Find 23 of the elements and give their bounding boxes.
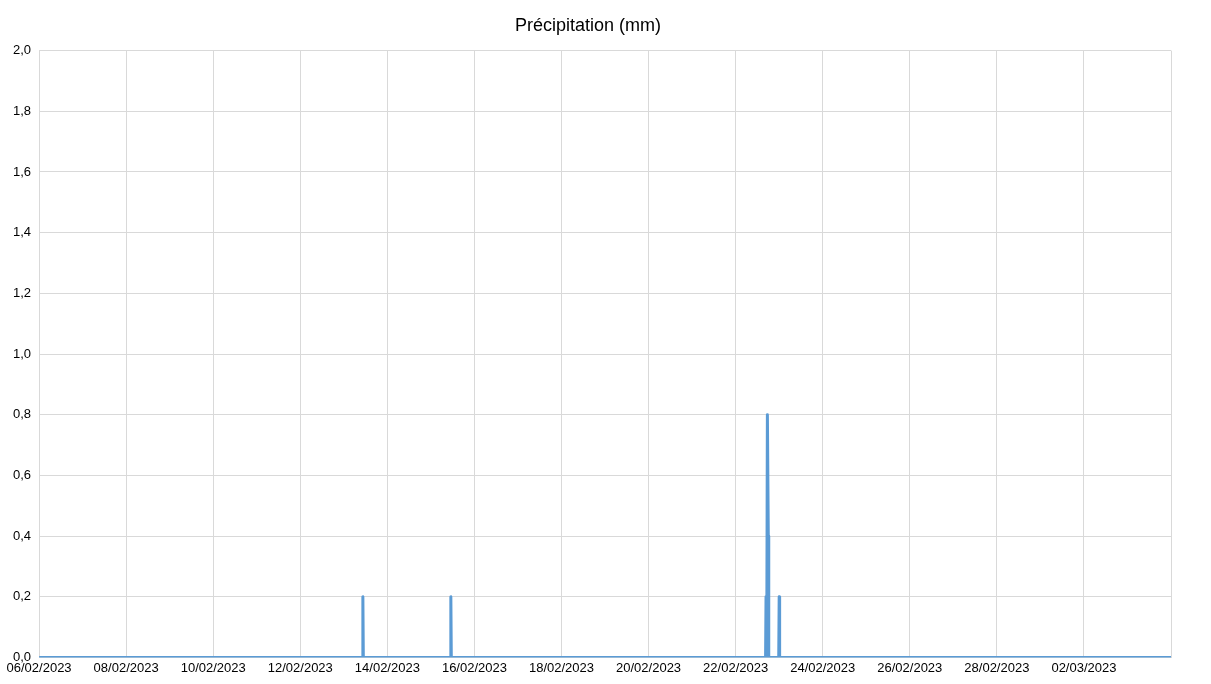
x-tick-label: 22/02/2023 [703, 659, 769, 675]
x-tick-label: 02/03/2023 [1051, 659, 1117, 675]
y-tick-label: 0,8 [12, 406, 32, 422]
y-tick-label: 0,2 [12, 588, 32, 604]
x-tick-label: 20/02/2023 [616, 659, 682, 675]
y-tick-label: 1,0 [12, 345, 32, 361]
y-tick-label: 1,4 [12, 224, 32, 240]
x-tick-label: 12/02/2023 [267, 659, 333, 675]
y-tick-label: 1,6 [12, 163, 32, 179]
y-tick-label: 2,0 [12, 42, 32, 58]
x-tick-label: 18/02/2023 [528, 659, 595, 675]
x-tick-label: 26/02/2023 [877, 659, 943, 675]
y-tick-label: 0,6 [12, 466, 32, 482]
x-tick-label: 10/02/2023 [180, 659, 246, 675]
x-tick-label: 28/02/2023 [964, 659, 1030, 675]
x-tick-label: 14/02/2023 [354, 659, 420, 675]
x-tick-label: 08/02/2023 [93, 659, 159, 675]
chart-title: Précipitation (mm) [514, 14, 662, 35]
y-tick-label: 1,2 [12, 284, 32, 300]
x-tick-label: 16/02/2023 [441, 659, 507, 675]
y-tick-label: 0,4 [12, 527, 32, 543]
x-tick-label: 24/02/2023 [790, 659, 856, 675]
y-tick-label: 1,8 [12, 102, 32, 118]
